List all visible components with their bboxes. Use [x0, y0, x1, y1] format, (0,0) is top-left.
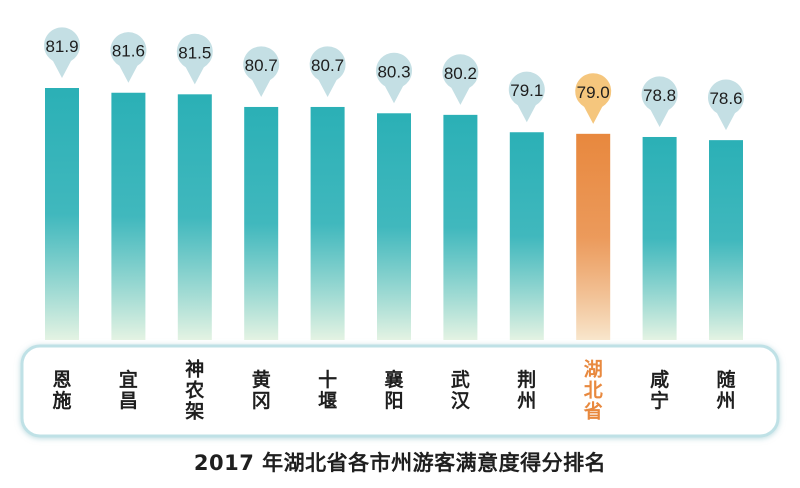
value-marker-宜昌: 81.6 [110, 32, 147, 83]
value-label-宜昌: 81.6 [112, 42, 145, 61]
marker-pin-随州 [707, 79, 744, 131]
bar-黄冈 [244, 106, 279, 341]
value-marker-神农架: 81.5 [176, 33, 213, 85]
category-label-panel [20, 344, 780, 438]
marker-pin-咸宁 [641, 76, 678, 127]
category-label-恩施: 恩施 [52, 369, 71, 412]
marker-pin-恩施 [44, 27, 80, 78]
marker-pin-湖北省 [575, 73, 612, 124]
marker-pin-宜昌 [110, 32, 147, 83]
category-label-湖北省: 湖北省 [583, 359, 603, 423]
value-label-黄冈: 80.7 [245, 56, 278, 75]
bar-咸宁 [642, 136, 677, 340]
bar-神农架 [177, 94, 212, 340]
value-marker-咸宁: 78.8 [641, 76, 678, 127]
bar-荆州 [509, 132, 544, 340]
value-marker-黄冈: 80.7 [243, 46, 280, 97]
bar-襄阳 [377, 113, 411, 340]
bar-十堰 [310, 106, 345, 341]
value-marker-随州: 78.6 [707, 79, 744, 131]
value-label-咸宁: 78.8 [643, 86, 676, 105]
value-marker-武汉: 80.2 [442, 54, 479, 105]
value-label-武汉: 80.2 [444, 64, 477, 83]
value-label-恩施: 81.9 [45, 37, 78, 56]
category-label-襄阳: 襄阳 [383, 368, 404, 412]
value-label-襄阳: 80.3 [377, 62, 410, 81]
marker-pin-黄冈 [243, 46, 280, 97]
bar-宜昌 [111, 92, 146, 341]
bars [45, 88, 743, 341]
value-label-随州: 78.6 [709, 89, 742, 108]
value-markers: 81.9 81.6 81.5 80.7 80.7 80.3 80.2 79.1 79.0 78.8… [44, 27, 744, 131]
marker-pin-武汉 [442, 54, 479, 105]
marker-pin-襄阳 [376, 52, 412, 104]
marker-pin-荆州 [508, 71, 545, 123]
category-label-十堰: 十堰 [318, 368, 337, 412]
value-label-荆州: 79.1 [510, 81, 543, 100]
bar-随州 [709, 140, 743, 340]
value-marker-湖北省: 79.0 [575, 73, 612, 124]
category-label-随州: 随州 [716, 368, 735, 412]
marker-pin-神农架 [176, 33, 213, 85]
category-label-宜昌: 宜昌 [119, 368, 138, 412]
bar-恩施 [45, 88, 79, 340]
chart-title: 2017 年湖北省各市州游客满意度得分排名 [193, 451, 607, 475]
category-label-神农架: 神农架 [184, 358, 204, 423]
value-marker-十堰: 80.7 [309, 46, 346, 97]
bar-湖北省 [576, 133, 611, 340]
category-label-黄冈: 黄冈 [252, 368, 271, 412]
value-label-神农架: 81.5 [178, 43, 211, 62]
value-marker-荆州: 79.1 [508, 71, 545, 123]
value-label-十堰: 80.7 [311, 56, 344, 75]
value-marker-恩施: 81.9 [44, 27, 80, 78]
marker-pin-十堰 [309, 46, 346, 97]
category-labels: 恩施 宜昌 神农架 黄冈 十堰 襄阳 武汉 荆州 湖北省 咸宁 随州 [52, 358, 735, 423]
value-marker-襄阳: 80.3 [376, 52, 412, 104]
category-label-咸宁: 咸宁 [650, 368, 669, 412]
value-label-湖北省: 79.0 [577, 83, 610, 102]
bar-武汉 [443, 114, 478, 340]
category-label-荆州: 荆州 [517, 368, 536, 412]
category-label-武汉: 武汉 [451, 369, 471, 412]
